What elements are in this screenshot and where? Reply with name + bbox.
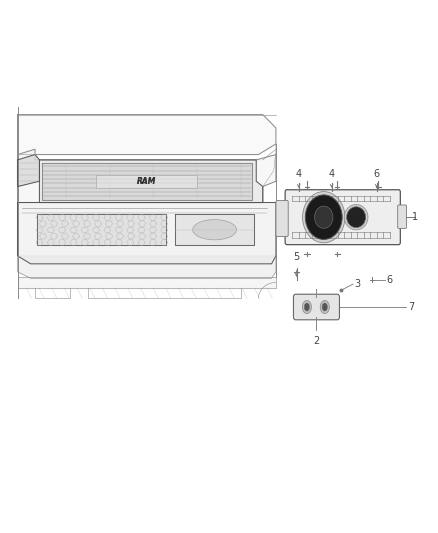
Polygon shape <box>18 277 276 288</box>
Text: 5: 5 <box>293 252 300 262</box>
Polygon shape <box>18 256 276 278</box>
Text: RAM: RAM <box>137 177 156 185</box>
Ellipse shape <box>344 205 368 230</box>
Ellipse shape <box>346 207 366 228</box>
Polygon shape <box>18 115 276 155</box>
FancyBboxPatch shape <box>293 294 339 320</box>
Ellipse shape <box>302 301 311 313</box>
FancyBboxPatch shape <box>285 190 400 245</box>
Ellipse shape <box>320 301 329 313</box>
Ellipse shape <box>193 220 237 240</box>
Ellipse shape <box>314 206 333 228</box>
Text: 3: 3 <box>354 279 360 288</box>
FancyBboxPatch shape <box>276 200 288 237</box>
Polygon shape <box>37 214 166 245</box>
Polygon shape <box>39 160 263 203</box>
Ellipse shape <box>322 303 328 311</box>
Ellipse shape <box>305 195 342 239</box>
Text: RAM: RAM <box>137 177 156 185</box>
Ellipse shape <box>304 303 310 311</box>
Text: 2: 2 <box>313 336 320 346</box>
Ellipse shape <box>303 191 345 243</box>
Text: 4: 4 <box>328 168 335 179</box>
Polygon shape <box>18 203 276 264</box>
Text: 6: 6 <box>374 168 380 179</box>
Polygon shape <box>96 175 197 188</box>
Text: 4: 4 <box>296 168 302 179</box>
Text: 7: 7 <box>408 302 414 312</box>
Polygon shape <box>175 214 254 245</box>
Text: 1: 1 <box>412 212 418 222</box>
Polygon shape <box>18 149 276 203</box>
Polygon shape <box>18 155 39 187</box>
Text: 6: 6 <box>387 276 393 285</box>
Polygon shape <box>42 163 252 200</box>
FancyBboxPatch shape <box>398 205 406 228</box>
